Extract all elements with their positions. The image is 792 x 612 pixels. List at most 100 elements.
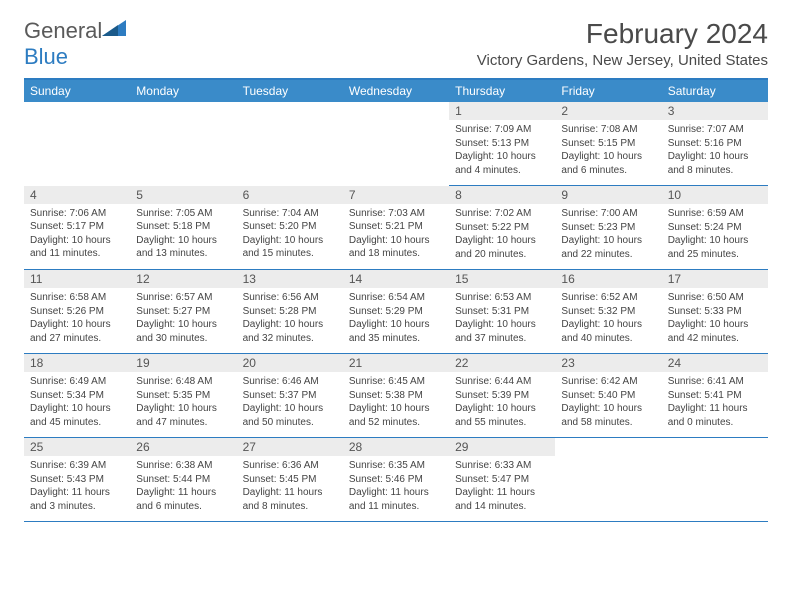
day-number: 20 bbox=[237, 354, 343, 372]
calendar-cell bbox=[343, 102, 449, 186]
day-detail: Sunrise: 7:04 AMSunset: 5:20 PMDaylight:… bbox=[237, 204, 343, 269]
logo-triangle-icon bbox=[102, 18, 128, 38]
calendar-cell bbox=[130, 102, 236, 186]
calendar-cell: 16Sunrise: 6:52 AMSunset: 5:32 PMDayligh… bbox=[555, 270, 661, 354]
day-number: 28 bbox=[343, 438, 449, 456]
calendar-cell: 19Sunrise: 6:48 AMSunset: 5:35 PMDayligh… bbox=[130, 354, 236, 438]
day-number: 25 bbox=[24, 438, 130, 456]
location-text: Victory Gardens, New Jersey, United Stat… bbox=[477, 52, 768, 69]
day-header: Sunday bbox=[24, 79, 130, 102]
day-detail: Sunrise: 7:06 AMSunset: 5:17 PMDaylight:… bbox=[24, 204, 130, 269]
calendar-cell: 23Sunrise: 6:42 AMSunset: 5:40 PMDayligh… bbox=[555, 354, 661, 438]
calendar-cell: 5Sunrise: 7:05 AMSunset: 5:18 PMDaylight… bbox=[130, 186, 236, 270]
day-detail: Sunrise: 6:42 AMSunset: 5:40 PMDaylight:… bbox=[555, 372, 661, 437]
day-detail: Sunrise: 7:03 AMSunset: 5:21 PMDaylight:… bbox=[343, 204, 449, 269]
day-number: 11 bbox=[24, 270, 130, 288]
day-number: 3 bbox=[662, 102, 768, 120]
day-detail: Sunrise: 7:05 AMSunset: 5:18 PMDaylight:… bbox=[130, 204, 236, 269]
calendar-cell: 12Sunrise: 6:57 AMSunset: 5:27 PMDayligh… bbox=[130, 270, 236, 354]
day-number: 16 bbox=[555, 270, 661, 288]
day-number: 2 bbox=[555, 102, 661, 120]
day-number: 18 bbox=[24, 354, 130, 372]
calendar-cell: 7Sunrise: 7:03 AMSunset: 5:21 PMDaylight… bbox=[343, 186, 449, 270]
calendar-cell bbox=[555, 438, 661, 522]
calendar-week: 25Sunrise: 6:39 AMSunset: 5:43 PMDayligh… bbox=[24, 438, 768, 522]
day-detail: Sunrise: 6:45 AMSunset: 5:38 PMDaylight:… bbox=[343, 372, 449, 437]
header: General Blue February 2024 Victory Garde… bbox=[24, 18, 768, 70]
day-number: 26 bbox=[130, 438, 236, 456]
day-detail: Sunrise: 6:44 AMSunset: 5:39 PMDaylight:… bbox=[449, 372, 555, 437]
calendar-cell: 3Sunrise: 7:07 AMSunset: 5:16 PMDaylight… bbox=[662, 102, 768, 186]
day-detail: Sunrise: 7:07 AMSunset: 5:16 PMDaylight:… bbox=[662, 120, 768, 185]
day-detail: Sunrise: 6:58 AMSunset: 5:26 PMDaylight:… bbox=[24, 288, 130, 353]
day-number: 23 bbox=[555, 354, 661, 372]
day-detail: Sunrise: 6:39 AMSunset: 5:43 PMDaylight:… bbox=[24, 456, 130, 521]
calendar-cell: 13Sunrise: 6:56 AMSunset: 5:28 PMDayligh… bbox=[237, 270, 343, 354]
day-detail: Sunrise: 6:49 AMSunset: 5:34 PMDaylight:… bbox=[24, 372, 130, 437]
calendar-cell: 21Sunrise: 6:45 AMSunset: 5:38 PMDayligh… bbox=[343, 354, 449, 438]
calendar-body: 1Sunrise: 7:09 AMSunset: 5:13 PMDaylight… bbox=[24, 102, 768, 522]
day-number: 29 bbox=[449, 438, 555, 456]
calendar-cell: 28Sunrise: 6:35 AMSunset: 5:46 PMDayligh… bbox=[343, 438, 449, 522]
logo-text-blue: Blue bbox=[24, 44, 68, 69]
calendar-cell: 22Sunrise: 6:44 AMSunset: 5:39 PMDayligh… bbox=[449, 354, 555, 438]
day-detail: Sunrise: 6:48 AMSunset: 5:35 PMDaylight:… bbox=[130, 372, 236, 437]
calendar-cell: 29Sunrise: 6:33 AMSunset: 5:47 PMDayligh… bbox=[449, 438, 555, 522]
day-number: 14 bbox=[343, 270, 449, 288]
day-number: 7 bbox=[343, 186, 449, 204]
calendar-week: 4Sunrise: 7:06 AMSunset: 5:17 PMDaylight… bbox=[24, 186, 768, 270]
title-block: February 2024 Victory Gardens, New Jerse… bbox=[477, 18, 768, 69]
day-number: 1 bbox=[449, 102, 555, 120]
day-detail: Sunrise: 6:52 AMSunset: 5:32 PMDaylight:… bbox=[555, 288, 661, 353]
month-title: February 2024 bbox=[477, 18, 768, 50]
calendar-cell: 4Sunrise: 7:06 AMSunset: 5:17 PMDaylight… bbox=[24, 186, 130, 270]
day-header: Friday bbox=[555, 79, 661, 102]
calendar-cell: 15Sunrise: 6:53 AMSunset: 5:31 PMDayligh… bbox=[449, 270, 555, 354]
day-detail: Sunrise: 6:57 AMSunset: 5:27 PMDaylight:… bbox=[130, 288, 236, 353]
calendar-cell: 17Sunrise: 6:50 AMSunset: 5:33 PMDayligh… bbox=[662, 270, 768, 354]
calendar-cell: 25Sunrise: 6:39 AMSunset: 5:43 PMDayligh… bbox=[24, 438, 130, 522]
calendar-cell: 10Sunrise: 6:59 AMSunset: 5:24 PMDayligh… bbox=[662, 186, 768, 270]
calendar-cell: 18Sunrise: 6:49 AMSunset: 5:34 PMDayligh… bbox=[24, 354, 130, 438]
calendar-table: SundayMondayTuesdayWednesdayThursdayFrid… bbox=[24, 78, 768, 522]
day-detail: Sunrise: 6:38 AMSunset: 5:44 PMDaylight:… bbox=[130, 456, 236, 521]
calendar-cell: 9Sunrise: 7:00 AMSunset: 5:23 PMDaylight… bbox=[555, 186, 661, 270]
day-number: 21 bbox=[343, 354, 449, 372]
day-header-row: SundayMondayTuesdayWednesdayThursdayFrid… bbox=[24, 79, 768, 102]
day-detail: Sunrise: 6:46 AMSunset: 5:37 PMDaylight:… bbox=[237, 372, 343, 437]
calendar-cell: 8Sunrise: 7:02 AMSunset: 5:22 PMDaylight… bbox=[449, 186, 555, 270]
day-number: 22 bbox=[449, 354, 555, 372]
day-detail: Sunrise: 7:09 AMSunset: 5:13 PMDaylight:… bbox=[449, 120, 555, 185]
calendar-cell: 6Sunrise: 7:04 AMSunset: 5:20 PMDaylight… bbox=[237, 186, 343, 270]
day-number: 9 bbox=[555, 186, 661, 204]
day-detail: Sunrise: 6:53 AMSunset: 5:31 PMDaylight:… bbox=[449, 288, 555, 353]
day-header: Saturday bbox=[662, 79, 768, 102]
logo: General Blue bbox=[24, 18, 128, 70]
day-detail: Sunrise: 6:35 AMSunset: 5:46 PMDaylight:… bbox=[343, 456, 449, 521]
day-detail: Sunrise: 6:33 AMSunset: 5:47 PMDaylight:… bbox=[449, 456, 555, 521]
day-detail: Sunrise: 6:59 AMSunset: 5:24 PMDaylight:… bbox=[662, 204, 768, 269]
calendar-cell: 24Sunrise: 6:41 AMSunset: 5:41 PMDayligh… bbox=[662, 354, 768, 438]
calendar-cell: 26Sunrise: 6:38 AMSunset: 5:44 PMDayligh… bbox=[130, 438, 236, 522]
calendar-cell: 14Sunrise: 6:54 AMSunset: 5:29 PMDayligh… bbox=[343, 270, 449, 354]
day-number: 4 bbox=[24, 186, 130, 204]
calendar-week: 1Sunrise: 7:09 AMSunset: 5:13 PMDaylight… bbox=[24, 102, 768, 186]
calendar-cell: 2Sunrise: 7:08 AMSunset: 5:15 PMDaylight… bbox=[555, 102, 661, 186]
day-detail: Sunrise: 7:08 AMSunset: 5:15 PMDaylight:… bbox=[555, 120, 661, 185]
day-number: 24 bbox=[662, 354, 768, 372]
day-number: 5 bbox=[130, 186, 236, 204]
day-number: 19 bbox=[130, 354, 236, 372]
day-number: 17 bbox=[662, 270, 768, 288]
logo-text-general: General bbox=[24, 18, 102, 43]
calendar-week: 18Sunrise: 6:49 AMSunset: 5:34 PMDayligh… bbox=[24, 354, 768, 438]
day-header: Monday bbox=[130, 79, 236, 102]
day-detail: Sunrise: 6:50 AMSunset: 5:33 PMDaylight:… bbox=[662, 288, 768, 353]
day-number: 13 bbox=[237, 270, 343, 288]
day-number: 15 bbox=[449, 270, 555, 288]
day-number: 27 bbox=[237, 438, 343, 456]
day-header: Tuesday bbox=[237, 79, 343, 102]
calendar-cell bbox=[24, 102, 130, 186]
calendar-cell: 20Sunrise: 6:46 AMSunset: 5:37 PMDayligh… bbox=[237, 354, 343, 438]
day-header: Wednesday bbox=[343, 79, 449, 102]
calendar-week: 11Sunrise: 6:58 AMSunset: 5:26 PMDayligh… bbox=[24, 270, 768, 354]
